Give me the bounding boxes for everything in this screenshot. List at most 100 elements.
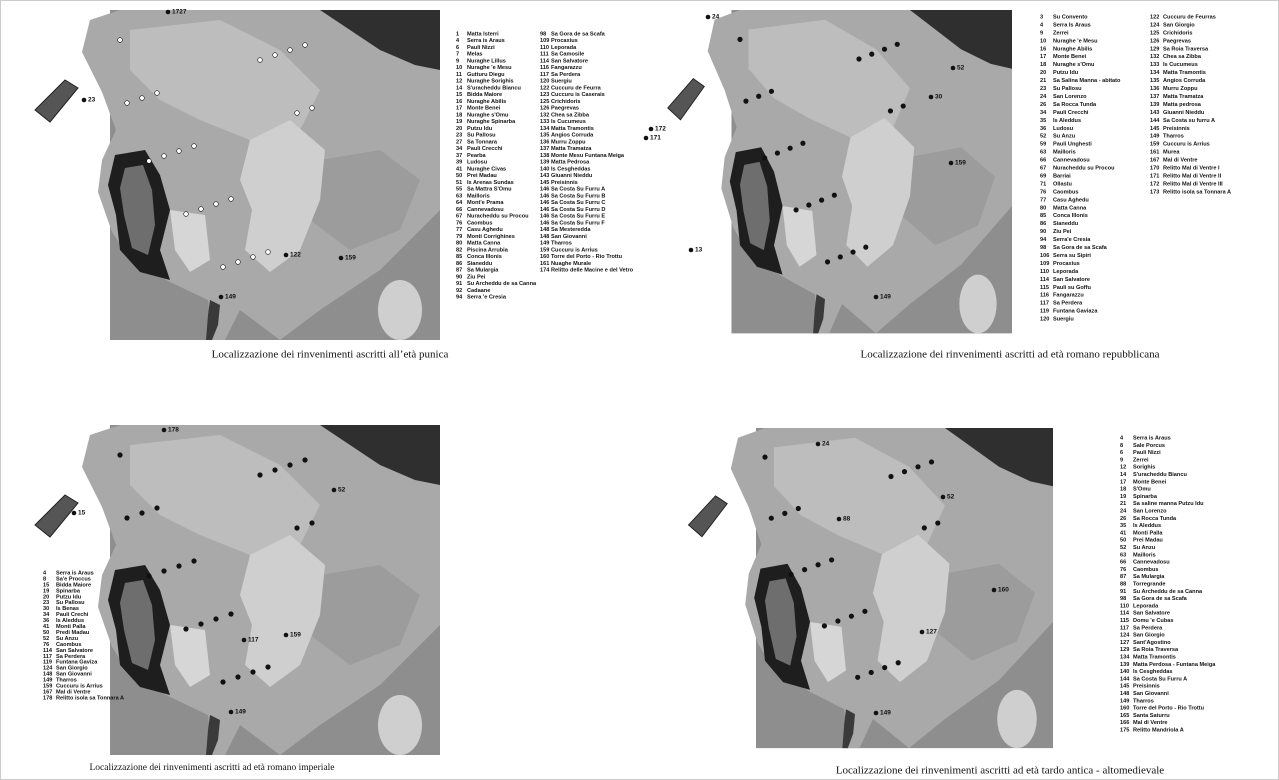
site-dot [864,245,869,250]
legend-number: 23 [456,133,462,139]
legend-number: 175 [1120,727,1129,733]
legend-number: 120 [540,79,549,85]
legend-number: 88 [1120,581,1126,587]
site-label: 1727 [172,9,187,16]
legend-number: 15 [456,92,462,98]
legend-name: Prei Madau [1133,538,1163,544]
legend-name: Caombus [1053,189,1079,195]
legend-number: 122 [540,85,549,91]
legend-number: 109 [540,38,549,44]
site-dot [855,675,860,680]
legend-number: 135 [540,133,549,139]
legend-number: 143 [540,173,549,179]
legend-name: Sa Gora de sa Scafa [551,31,606,37]
site-dot [744,99,749,104]
site-dot [125,516,130,521]
legend-number: 115 [1120,618,1129,624]
legend-number: 91 [1120,589,1126,595]
legend-number: 146 [540,200,549,206]
site-dot [229,612,234,617]
site-dot [147,159,152,164]
legend-number: 146 [540,220,549,226]
legend-name: Serra is Araus [467,38,505,44]
legend-name: San Salvatore [1133,611,1170,617]
site-dot [221,680,226,685]
figure: Localizzazione dei rinvenimenti ascritti… [0,0,1279,780]
legend-name: Sa Tonnara [467,139,498,145]
legend-name: Nuracheddu su Procou [467,214,529,220]
legend-number: 20 [1040,70,1046,76]
legend-number: 12 [456,79,462,85]
legend-number: 106 [1040,253,1049,259]
legend-name: Procaxius [551,38,578,44]
legend-number: 39 [456,160,462,166]
site-marker [837,517,842,522]
legend-number: 85 [1040,213,1046,219]
site-dot [118,453,123,458]
legend-name: Sa Roia Traversa [1163,46,1209,52]
legend-number: 146 [540,193,549,199]
site-dot [184,212,189,217]
legend-name: Nuraghe Abilis [467,99,506,105]
legend-number: 172 [1150,181,1159,187]
site-marker [706,15,711,20]
legend-number: 14 [456,85,463,91]
legend-number: 114 [540,58,550,64]
legend-name: San Lorenzo [1133,508,1167,514]
site-dot [303,43,308,48]
legend-number: 9 [1040,30,1043,36]
site-label: 24 [712,14,720,21]
legend-number: 115 [1040,285,1049,291]
legend-number: 116 [540,65,549,71]
site-dot [822,624,827,629]
legend-number: 18 [456,112,462,118]
legend-number: 174 [540,268,550,274]
site-label: 149 [225,294,236,301]
legend-number: 124 [1120,633,1130,639]
legend-name: Sa Costa Su Furru B [551,193,605,199]
legend-number: 14 [1120,472,1127,478]
site-dot [236,260,241,265]
site-dot [199,207,204,212]
site-marker [941,495,946,500]
legend-number: 27 [456,139,462,145]
legend-number: 125 [1150,30,1159,36]
legend-number: 23 [1040,86,1046,92]
legend-number: 87 [456,268,462,274]
site-dot [288,463,293,468]
legend-number: 165 [1120,713,1129,719]
site-dot [838,255,843,260]
site-dot [140,511,145,516]
site-marker [72,511,77,516]
legend-name: Monte Mesu Funtana Meiga [551,153,625,159]
legend-number: 167 [1150,158,1159,164]
page: Localizzazione dei rinvenimenti ascritti… [0,0,1279,780]
legend-name: Cuccuru is Arrius [1163,142,1210,148]
legend-name: San Salvatore [551,58,588,64]
legend-name: Is Aleddus [1133,523,1161,529]
legend-number: 145 [1150,126,1159,132]
legend-number: 19 [1120,494,1126,500]
legend-name: Chea sa Zibba [1163,54,1202,60]
site-dot [832,193,837,198]
site-dot [769,516,774,521]
site-marker [929,95,934,100]
legend-name: Leporada [1053,269,1079,275]
legend-number: 94 [456,295,463,301]
pond [378,695,422,755]
site-dot [140,96,145,101]
legend-name: Caombus [467,220,493,226]
legend-number: 145 [1120,684,1129,690]
site-dot [266,665,271,670]
legend-name: Prei Madau [467,173,497,179]
legend-name: Serra Is Araus [1053,22,1091,28]
legend-number: 126 [1150,38,1159,44]
legend-number: 149 [1150,134,1159,140]
site-marker [920,630,925,635]
site-dot [796,506,801,511]
legend-number: 77 [456,227,462,233]
legend-number: 34 [1040,110,1047,116]
site-label: 159 [290,632,301,639]
legend-name: San Salvatore [1053,277,1090,283]
legend-number: 134 [1120,654,1130,660]
